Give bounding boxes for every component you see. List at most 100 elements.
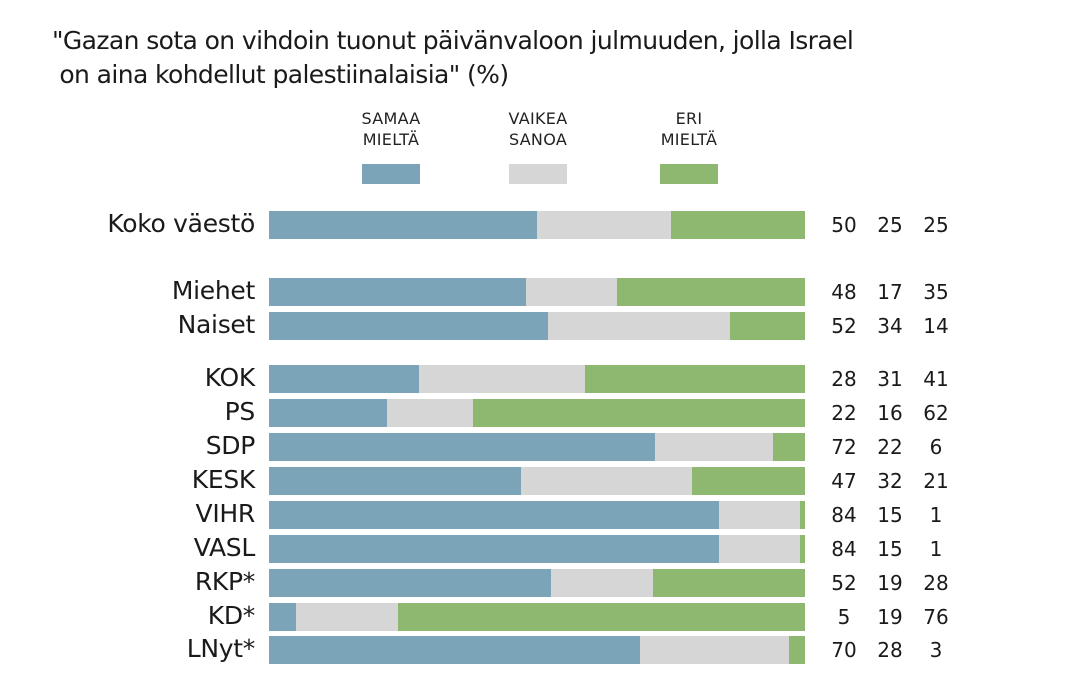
data-label: 3 (929, 638, 943, 662)
legend-swatch (660, 164, 718, 184)
data-label: 48 (831, 280, 857, 304)
chart-title: "Gazan sota on vihdoin tuonut päivänvalo… (52, 26, 854, 89)
stacked-bar (269, 636, 805, 664)
data-label: 5 (837, 605, 851, 629)
bar-segment (269, 569, 551, 597)
bar-segment (729, 312, 805, 340)
stacked-bar (269, 278, 805, 306)
data-label: 28 (923, 571, 949, 595)
stacked-bar (269, 467, 805, 495)
category-label: KD* (207, 601, 256, 630)
bar-segment (772, 433, 805, 461)
data-label: 22 (877, 435, 903, 459)
bar-segment (547, 312, 730, 340)
bar-segment (397, 603, 805, 631)
bar-segment (671, 211, 805, 239)
data-label: 28 (877, 638, 903, 662)
data-label: 28 (831, 367, 857, 391)
category-label: Koko väestö (107, 209, 255, 238)
stacked-bar (269, 569, 805, 597)
bar-segment (269, 636, 641, 664)
data-label: 34 (877, 314, 903, 338)
data-label: 15 (877, 503, 903, 527)
data-label: 72 (831, 435, 857, 459)
data-label: 62 (923, 401, 949, 425)
data-label: 25 (877, 213, 903, 237)
data-label: 25 (923, 213, 949, 237)
bar-segment (789, 636, 805, 664)
data-label: 47 (831, 469, 857, 493)
data-label: 1 (929, 503, 943, 527)
bar-segment (269, 399, 387, 427)
bar-segment (653, 569, 805, 597)
bar-segment (419, 365, 586, 393)
bar-segment (472, 399, 805, 427)
data-label: 50 (831, 213, 857, 237)
stacked-bar (269, 211, 805, 239)
data-label: 6 (929, 435, 943, 459)
stacked-bar (269, 399, 805, 427)
category-label: KOK (204, 363, 256, 392)
bar-segment (719, 501, 800, 529)
data-label: 70 (831, 638, 857, 662)
data-label: 35 (923, 280, 949, 304)
category-label: KESK (191, 465, 256, 494)
legend-item: VAIKEA SANOA (483, 108, 593, 184)
stacked-bar (269, 501, 805, 529)
bar-segment (269, 365, 420, 393)
data-label: 41 (923, 367, 949, 391)
data-label: 52 (831, 314, 857, 338)
category-label: VIHR (195, 499, 256, 528)
bar-segment (799, 501, 805, 529)
bar-segment (799, 535, 805, 563)
bar-segment (269, 535, 720, 563)
legend-item: SAMAA MIELTÄ (336, 108, 446, 184)
data-label: 84 (831, 537, 857, 561)
data-label: 17 (877, 280, 903, 304)
bar-segment (692, 467, 805, 495)
data-label: 19 (877, 605, 903, 629)
data-label: 84 (831, 503, 857, 527)
legend-swatch (509, 164, 567, 184)
data-label: 31 (877, 367, 903, 391)
legend-label: SAMAA MIELTÄ (361, 109, 421, 149)
data-label: 76 (923, 605, 949, 629)
bar-segment (269, 433, 655, 461)
stacked-bar (269, 365, 805, 393)
bar-segment (386, 399, 473, 427)
data-label: 15 (877, 537, 903, 561)
stacked-bar (269, 603, 805, 631)
bar-segment (295, 603, 398, 631)
legend-item: ERI MIELTÄ (634, 108, 744, 184)
bar-segment (269, 312, 548, 340)
data-label: 16 (877, 401, 903, 425)
legend-label: ERI MIELTÄ (660, 109, 718, 149)
bar-segment (269, 603, 296, 631)
category-label: Naiset (177, 310, 256, 339)
data-label: 19 (877, 571, 903, 595)
bar-segment (654, 433, 773, 461)
bar-segment (585, 365, 805, 393)
category-label: SDP (205, 431, 256, 460)
bar-segment (269, 211, 537, 239)
bar-segment (269, 501, 720, 529)
data-label: 32 (877, 469, 903, 493)
data-label: 22 (831, 401, 857, 425)
data-label: 1 (929, 537, 943, 561)
legend-swatch (362, 164, 420, 184)
category-label: PS (224, 397, 256, 426)
bar-segment (269, 467, 521, 495)
bar-segment (520, 467, 693, 495)
stacked-bar (269, 535, 805, 563)
bar-segment (537, 211, 671, 239)
bar-segment (719, 535, 800, 563)
category-label: LNyt* (186, 634, 256, 663)
bar-segment (640, 636, 790, 664)
bar-segment (526, 278, 618, 306)
data-label: 21 (923, 469, 949, 493)
bar-segment (550, 569, 654, 597)
stacked-bar (269, 433, 805, 461)
legend-label: VAIKEA SANOA (508, 109, 568, 149)
category-label: VASL (193, 533, 256, 562)
bar-segment (617, 278, 805, 306)
